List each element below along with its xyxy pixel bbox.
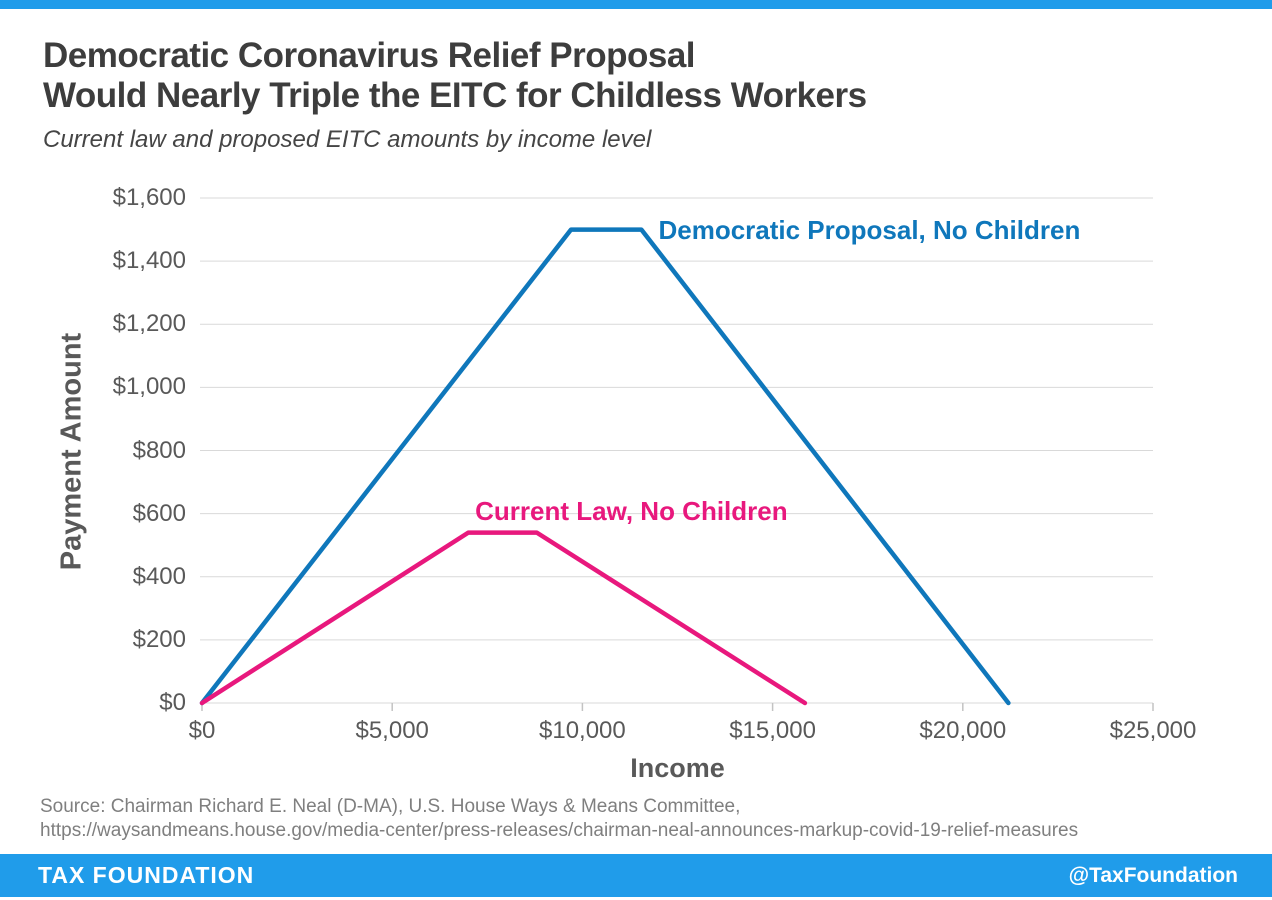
source-line1: Source: Chairman Richard E. Neal (D-MA),… [40,796,741,817]
source-note: Source: Chairman Richard E. Neal (D-MA),… [40,795,1078,843]
series-line-0 [199,227,1011,706]
x-axis-title: Income [630,753,725,783]
x-axis-tick-label: $0 [188,717,216,744]
series-label-democratic-proposal: Democratic Proposal, No Children [658,215,1081,246]
y-axis-tick-label: $600 [132,499,186,527]
series-label-current-law: Current Law, No Children [475,496,788,527]
series-line-1 [199,530,808,706]
y-axis-title: Payment Amount [55,332,88,571]
y-axis-tick-label: $1,000 [112,373,186,401]
page-title-line2: Would Nearly Triple the EITC for Childle… [43,76,867,115]
page-title-line1: Democratic Coronavirus Relief Proposal [43,36,696,75]
y-axis-tick-label: $1,200 [112,310,186,338]
brand-wordmark: TAX FOUNDATION [38,862,255,888]
y-axis-tick-label: $0 [159,689,186,716]
page-title: Democratic Coronavirus Relief Proposal W… [43,36,867,116]
y-axis-tick-label: $1,600 [112,184,186,211]
page-subtitle: Current law and proposed EITC amounts by… [43,126,652,153]
x-axis-tick-label: $25,000 [1109,717,1197,744]
x-axis-tick-label: $20,000 [919,717,1007,744]
twitter-handle: @TaxFoundation [1068,863,1238,887]
footer-bar: TAX FOUNDATION @TaxFoundation [0,854,1272,897]
y-axis-tick-label: $1,400 [112,247,186,275]
source-line2: https://waysandmeans.house.gov/media-cen… [40,820,1079,841]
x-axis-tick-label: $10,000 [539,717,626,744]
y-axis-tick-label: $400 [132,562,186,590]
x-axis-tick-label: $15,000 [729,717,816,744]
x-axis-tick-label: $5,000 [355,717,429,744]
top-accent-bar [0,0,1272,9]
y-axis-tick-label: $200 [132,625,186,653]
y-axis-tick-label: $800 [132,436,186,464]
